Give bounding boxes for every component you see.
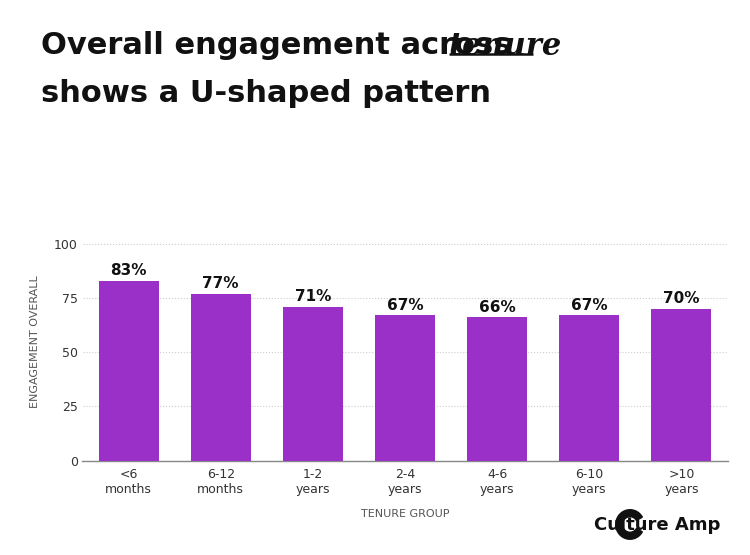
Y-axis label: ENGAGEMENT OVERALL: ENGAGEMENT OVERALL [30, 275, 40, 408]
Wedge shape [616, 509, 642, 539]
X-axis label: TENURE GROUP: TENURE GROUP [361, 509, 449, 519]
Text: 71%: 71% [295, 289, 331, 304]
Text: 70%: 70% [663, 291, 700, 306]
Bar [467, 317, 527, 461]
Text: 67%: 67% [387, 297, 423, 312]
Text: 83%: 83% [110, 263, 147, 278]
Bar [375, 315, 435, 461]
Bar [560, 315, 620, 461]
Bar [190, 294, 250, 461]
Bar [652, 309, 711, 461]
Text: 77%: 77% [202, 276, 239, 291]
Text: 67%: 67% [571, 297, 608, 312]
Text: tenure: tenure [448, 31, 562, 62]
Text: shows a U-shaped pattern: shows a U-shaped pattern [41, 79, 491, 108]
Bar [98, 281, 158, 461]
Bar [283, 306, 343, 461]
Text: Overall engagement across: Overall engagement across [41, 31, 522, 59]
Text: Culture Amp: Culture Amp [594, 516, 720, 534]
Text: 66%: 66% [478, 300, 515, 315]
